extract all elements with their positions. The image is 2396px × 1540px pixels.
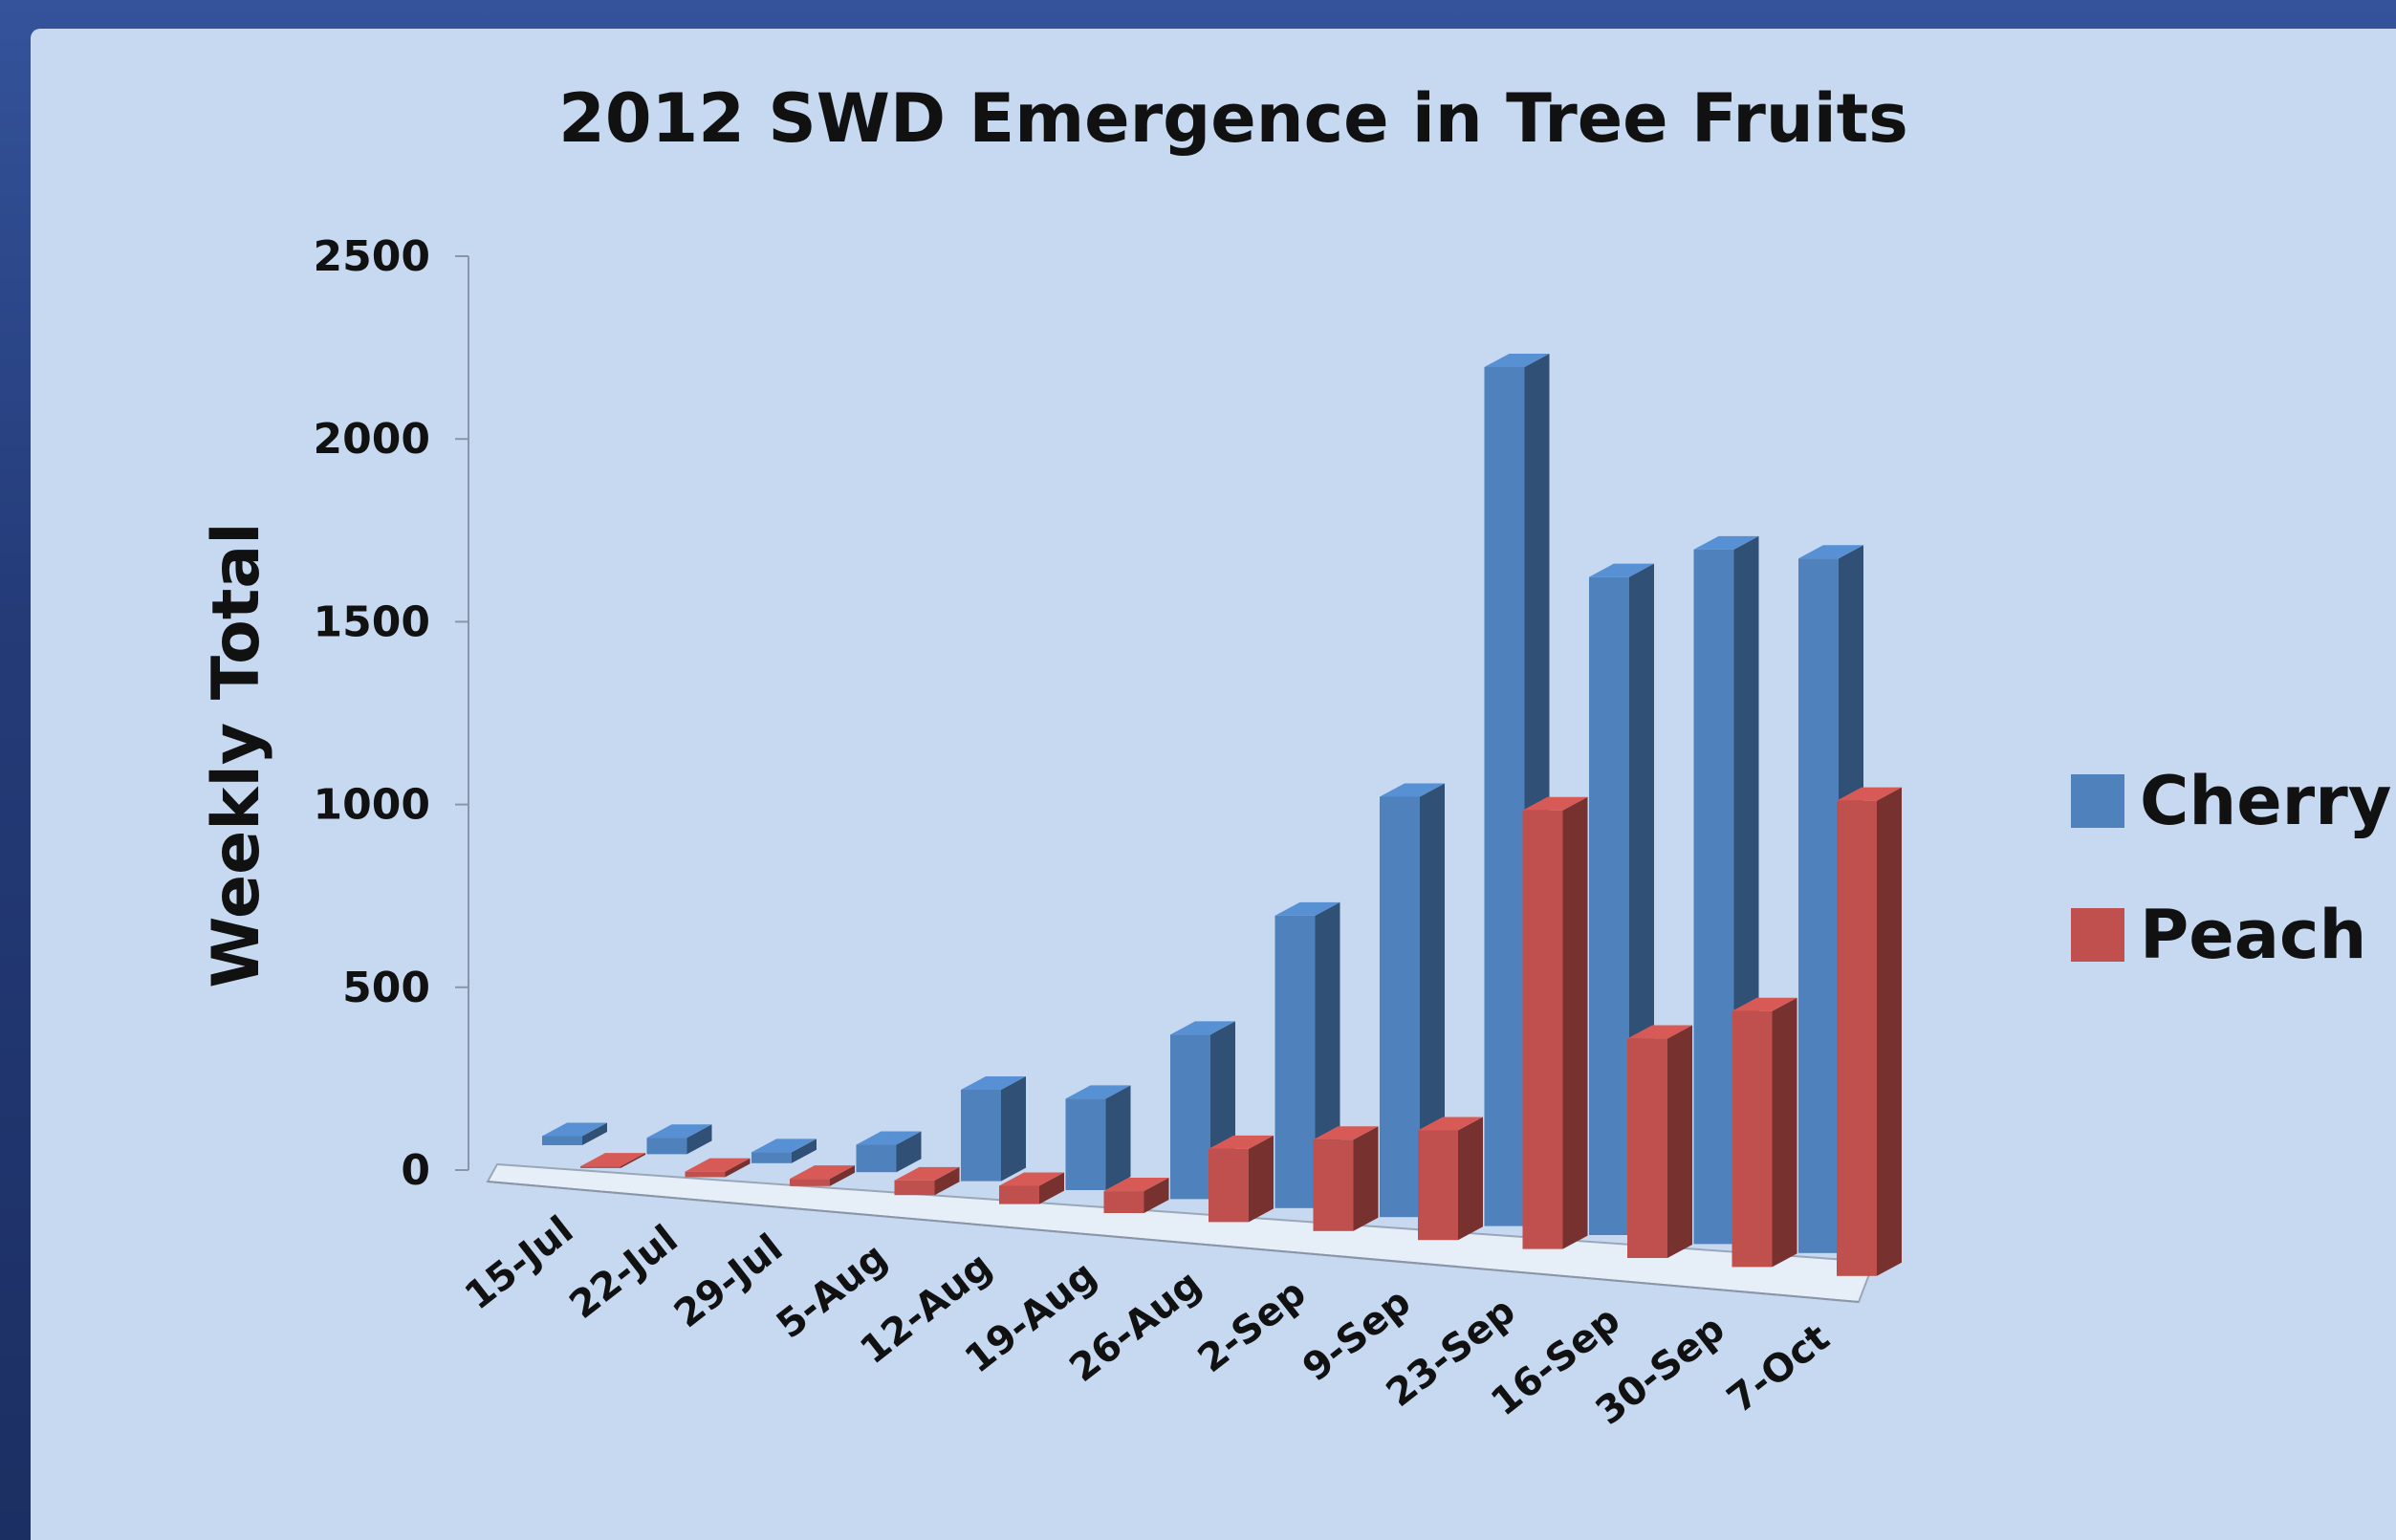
bar-peach — [1732, 997, 1797, 1268]
y-tick-label: 1500 — [314, 597, 430, 646]
bar-cherry — [961, 1076, 1026, 1182]
x-tick-label: 22-Jul — [561, 1217, 686, 1328]
bar-peach — [1103, 1178, 1169, 1213]
bar-peach — [1837, 787, 1902, 1276]
bar-peach — [999, 1172, 1064, 1204]
y-tick-label: 0 — [401, 1146, 430, 1195]
legend-swatch — [2071, 908, 2124, 962]
slide-panel — [31, 29, 2396, 1540]
bar-cherry — [856, 1131, 922, 1173]
bar-cherry — [1274, 901, 1340, 1208]
y-tick-label: 2000 — [314, 415, 430, 464]
y-tick-label: 500 — [342, 964, 430, 1012]
bar-peach — [1627, 1025, 1692, 1258]
legend: Cherry Peach — [2071, 762, 2391, 974]
bar-cherry — [542, 1122, 607, 1145]
legend-swatch — [2071, 774, 2124, 828]
bar-peach — [894, 1166, 960, 1196]
legend-label: Cherry — [2140, 762, 2391, 840]
x-tick-label: 15-Jul — [457, 1208, 581, 1319]
bar-peach — [685, 1158, 751, 1178]
bar-cherry — [1380, 783, 1445, 1218]
y-axis-ticks: 0 500 1000 1500 2000 2500 — [314, 232, 468, 1195]
x-tick-label: 29-Jul — [666, 1225, 791, 1336]
bar-cherry — [751, 1139, 817, 1163]
x-tick-label: 2-Sep — [1190, 1270, 1315, 1381]
y-axis-label: Weekly Total — [199, 522, 274, 987]
x-axis-line — [487, 1181, 1860, 1303]
bar-peach — [580, 1153, 645, 1168]
bar-cherry — [1065, 1085, 1131, 1190]
bar-cherry — [646, 1124, 712, 1155]
bar-peach — [1522, 796, 1588, 1249]
bar-peach — [1209, 1135, 1274, 1223]
y-tick-label: 1000 — [314, 781, 430, 830]
axes — [468, 256, 1876, 1304]
bar-peach — [1313, 1126, 1379, 1231]
y-tick-label: 2500 — [314, 232, 430, 281]
legend-label: Peach — [2140, 896, 2366, 974]
bars — [542, 353, 1902, 1276]
x-tick-label: 7-Oct — [1719, 1315, 1838, 1421]
bar-peach — [790, 1165, 855, 1186]
chart-title: 2012 SWD Emergence in Tree Fruits — [558, 79, 1908, 158]
bar-peach — [1418, 1117, 1483, 1241]
